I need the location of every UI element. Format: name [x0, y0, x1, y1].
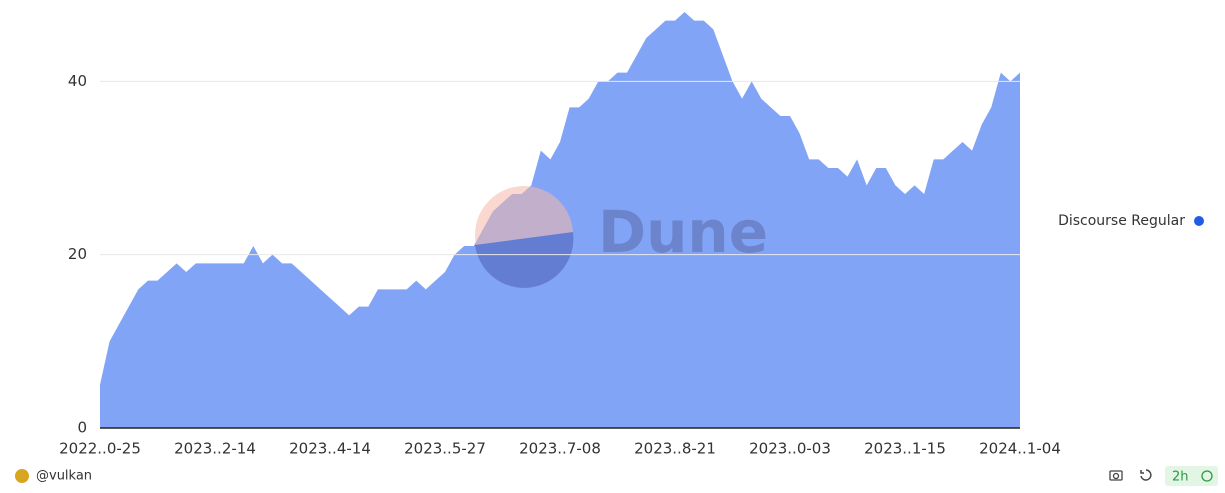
y-tick-label: 40: [68, 72, 87, 90]
legend-marker: [1194, 216, 1204, 226]
watermark-text: Dune: [598, 198, 768, 266]
x-tick-label: 2023..8-21: [634, 440, 716, 458]
watermark: [475, 186, 574, 288]
y-tick-label: 20: [68, 245, 87, 263]
legend-label: Discourse Regular: [1058, 213, 1185, 229]
x-tick-label: 2023..0-03: [749, 440, 831, 458]
x-tick-label: 2022..0-25: [59, 440, 141, 458]
x-tick-label: 2024..1-04: [979, 440, 1061, 458]
x-tick-label: 2023..2-14: [174, 440, 256, 458]
x-tick-label: 2023..5-27: [404, 440, 486, 458]
watermark-logo: [475, 232, 574, 288]
status-icon: [1201, 470, 1213, 482]
author[interactable]: @vulkan: [36, 469, 92, 484]
refresh-time: 2h: [1172, 470, 1189, 485]
x-tick-label: 2023..1-15: [864, 440, 946, 458]
avatar: [15, 469, 29, 483]
x-tick-label: 2023..4-14: [289, 440, 371, 458]
refresh-icon[interactable]: [1140, 469, 1152, 481]
x-tick-label: 2023..7-08: [519, 440, 601, 458]
y-tick-label: 0: [77, 419, 87, 437]
camera-icon[interactable]: [1109, 470, 1123, 481]
